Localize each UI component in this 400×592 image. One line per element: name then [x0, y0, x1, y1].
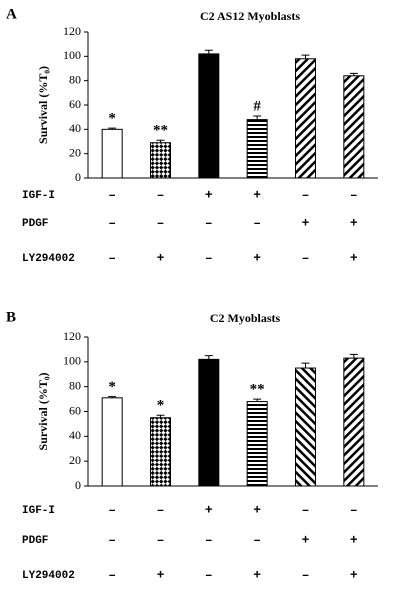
treatment-sign: – — [205, 215, 213, 230]
y-tick-label: 20 — [69, 453, 81, 467]
treatment-sign: – — [350, 187, 358, 202]
bar — [246, 401, 268, 487]
treatment-sign: – — [302, 187, 310, 202]
bar — [150, 142, 171, 179]
bar — [198, 358, 220, 487]
treatment-sign: – — [253, 215, 261, 230]
error-bar — [301, 54, 310, 59]
treatment-sign: – — [302, 502, 310, 517]
y-tick-label: 0 — [75, 478, 81, 492]
bar — [295, 367, 316, 487]
treatment-sign: – — [108, 250, 116, 265]
y-tick-label: 40 — [69, 428, 81, 442]
significance-marker: * — [108, 111, 116, 127]
treatment-sign: – — [302, 250, 310, 265]
treatment-sign: – — [108, 502, 116, 517]
significance-marker: * — [157, 398, 165, 414]
error-bar — [108, 127, 117, 130]
significance-marker: ** — [153, 123, 168, 139]
treatment-label: LY294002 — [22, 570, 75, 582]
bar — [246, 119, 268, 179]
panel-label: B — [6, 309, 16, 325]
error-bar — [156, 139, 165, 143]
y-tick-label: 40 — [69, 121, 81, 135]
treatment-label: IGF-I — [22, 505, 55, 517]
treatment-sign: + — [350, 215, 358, 230]
treatment-sign: – — [302, 567, 310, 582]
treatment-sign: – — [205, 567, 213, 582]
treatment-sign: – — [108, 567, 116, 582]
treatment-sign: – — [157, 187, 165, 202]
treatment-sign: – — [108, 187, 116, 202]
treatment-sign: – — [205, 532, 213, 547]
treatment-sign: – — [253, 532, 261, 547]
treatment-sign: + — [350, 250, 358, 265]
error-bar — [204, 355, 213, 360]
significance-marker: * — [108, 379, 116, 395]
treatment-sign: + — [157, 567, 165, 582]
treatment-sign: + — [157, 250, 165, 265]
treatment-sign: + — [302, 532, 310, 547]
treatment-label: LY294002 — [22, 253, 75, 265]
error-bar — [253, 115, 262, 120]
panel-label: A — [6, 6, 17, 22]
error-bar — [108, 396, 117, 398]
error-bar — [301, 362, 310, 369]
chart-title: C2 AS12 Myoblasts — [200, 9, 300, 23]
y-tick-label: 60 — [69, 403, 81, 417]
bar — [198, 53, 220, 179]
treatment-sign: + — [205, 502, 213, 517]
y-tick-label: 100 — [63, 48, 81, 62]
bar — [101, 397, 123, 487]
y-tick-label: 120 — [63, 24, 81, 38]
bar — [150, 417, 171, 487]
y-tick-label: 60 — [69, 97, 81, 111]
y-axis-label: Survival (%T₀) — [36, 373, 50, 451]
treatment-label: PDGF — [22, 535, 48, 547]
chart-title: C2 Myoblasts — [210, 311, 281, 325]
treatment-label: PDGF — [22, 218, 48, 230]
treatment-sign: – — [205, 250, 213, 265]
treatment-sign: – — [108, 532, 116, 547]
treatment-sign: + — [253, 187, 261, 202]
y-axis-label: Survival (%T₀) — [36, 66, 50, 144]
y-tick-label: 0 — [75, 170, 81, 184]
treatment-sign: + — [253, 250, 261, 265]
bar — [343, 75, 365, 179]
significance-marker: # — [253, 98, 261, 114]
bar — [343, 357, 365, 487]
error-bar — [156, 414, 165, 418]
treatment-sign: – — [108, 215, 116, 230]
treatment-label: IGF-I — [22, 190, 55, 202]
error-bar — [349, 353, 358, 359]
y-tick-label: 80 — [69, 378, 81, 392]
treatment-sign: – — [157, 215, 165, 230]
treatment-sign: – — [350, 502, 358, 517]
treatment-sign: + — [350, 532, 358, 547]
treatment-sign: – — [157, 502, 165, 517]
bar — [295, 58, 316, 179]
y-tick-label: 100 — [63, 354, 81, 368]
treatment-sign: + — [302, 215, 310, 230]
treatment-sign: + — [253, 567, 261, 582]
error-bar — [253, 398, 262, 402]
y-tick-label: 20 — [69, 145, 81, 159]
treatment-sign: + — [350, 567, 358, 582]
bar — [101, 128, 123, 179]
treatment-sign: + — [253, 502, 261, 517]
significance-marker: ** — [250, 382, 265, 398]
treatment-sign: – — [157, 532, 165, 547]
y-tick-label: 120 — [63, 329, 81, 343]
error-bar — [349, 72, 358, 76]
y-tick-label: 80 — [69, 72, 81, 86]
treatment-sign: + — [205, 187, 213, 202]
error-bar — [204, 49, 213, 54]
